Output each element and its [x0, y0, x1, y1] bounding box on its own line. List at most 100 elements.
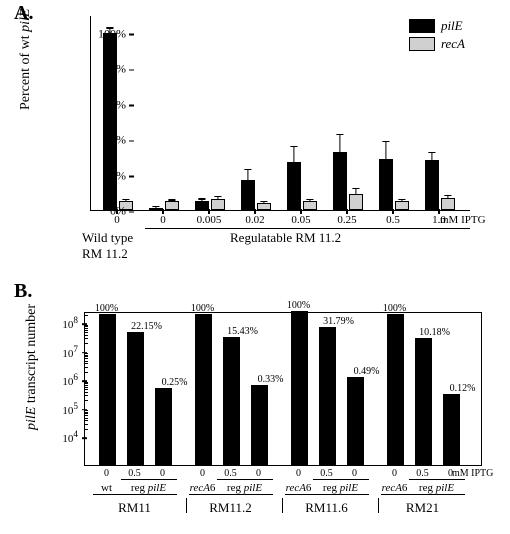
- xtick-b: 0: [352, 468, 357, 479]
- legend: pilE recA: [409, 18, 465, 54]
- pct-label: 10.18%: [419, 327, 450, 338]
- bar: [155, 388, 172, 465]
- xtick-b: 0.5: [416, 468, 429, 479]
- row2-reca: recA6: [190, 482, 216, 494]
- xtick-label: 1.0: [417, 214, 461, 226]
- bar: [291, 311, 308, 465]
- xtick-b: 0.5: [128, 468, 141, 479]
- pct-label: 0.25%: [162, 377, 188, 388]
- group-underline: [381, 494, 465, 495]
- group-separator: [186, 498, 187, 513]
- bar-pile: [103, 33, 117, 210]
- minor-tick: [84, 356, 88, 357]
- minor-tick: [84, 326, 88, 327]
- bar-reca: [441, 198, 455, 210]
- minor-tick: [84, 395, 88, 396]
- ytick: 106: [50, 373, 78, 389]
- group-separator: [282, 498, 283, 513]
- pct-label: 0.12%: [450, 383, 476, 394]
- xtick-label: 0.25: [325, 214, 369, 226]
- reg-underline: [409, 479, 465, 480]
- xtick-b: 0: [104, 468, 109, 479]
- minor-tick: [84, 387, 88, 388]
- minor-tick: [84, 363, 88, 364]
- bar: [387, 314, 404, 465]
- underline-reg: [145, 228, 470, 229]
- xtick-label: 0.05: [279, 214, 323, 226]
- reg-underline: [121, 479, 177, 480]
- bar-reca: [303, 201, 317, 210]
- pct-label: 100%: [95, 303, 118, 314]
- legend-swatch-reca: [409, 37, 435, 51]
- minor-tick: [84, 412, 88, 413]
- row2-wt: wt: [101, 482, 112, 494]
- bar: [99, 314, 116, 465]
- xtick-label: 0.02: [233, 214, 277, 226]
- legend-swatch-pile: [409, 19, 435, 33]
- bottom-label-reg: Regulatable RM 11.2: [230, 230, 341, 246]
- bar-reca: [165, 201, 179, 210]
- iptg-label-b: mM IPTG: [452, 468, 493, 479]
- bar: [319, 327, 336, 465]
- xtick-b: 0.5: [224, 468, 237, 479]
- bar-reca: [211, 199, 225, 210]
- bar: [443, 394, 460, 465]
- minor-tick: [84, 418, 88, 419]
- xtick-label: 0.005: [187, 214, 231, 226]
- ytick: 100%: [86, 26, 126, 41]
- ylabel-b-suffix: transcript number: [24, 304, 39, 407]
- ylabel-b-italic: pilE: [24, 407, 39, 430]
- minor-tick: [84, 400, 88, 401]
- minor-tick: [84, 413, 88, 414]
- xtick-b: 0: [448, 468, 453, 479]
- group-name: RM11: [118, 500, 151, 516]
- row2-reca: recA6: [382, 482, 408, 494]
- xtick-b: 0.5: [320, 468, 333, 479]
- group-underline: [93, 494, 177, 495]
- minor-tick: [84, 429, 88, 430]
- bar-pile: [425, 160, 439, 210]
- minor-tick: [84, 358, 88, 359]
- xtick-mark: [162, 209, 164, 214]
- xtick-mark: [254, 209, 256, 214]
- xtick-b: 0: [256, 468, 261, 479]
- ylabel-prefix: Percent of wt: [18, 32, 33, 110]
- ytick: 107: [50, 344, 78, 360]
- minor-tick: [84, 424, 88, 425]
- minor-tick: [84, 372, 88, 373]
- pct-label: 15.43%: [227, 326, 258, 337]
- minor-tick: [84, 420, 88, 421]
- row2-reca: recA6: [286, 482, 312, 494]
- panel-a: A. Percent of wt pilE pilE recA mM IPTG …: [0, 0, 510, 280]
- bar-pile: [333, 152, 347, 211]
- pct-label: 0.33%: [258, 374, 284, 385]
- xtick-label: 0: [141, 214, 185, 226]
- minor-tick: [84, 355, 88, 356]
- xtick-mark: [346, 209, 348, 214]
- bar: [195, 314, 212, 465]
- bar-reca: [257, 203, 271, 210]
- xtick-b: 0: [200, 468, 205, 479]
- panel-b-label: B.: [14, 280, 32, 303]
- bar-pile: [287, 162, 301, 210]
- panel-a-ylabel: Percent of wt pilE: [18, 9, 34, 111]
- minor-tick: [84, 315, 88, 316]
- group-separator: [378, 498, 379, 513]
- minor-tick: [84, 328, 88, 329]
- xtick-mark: [300, 209, 302, 214]
- legend-label-reca: recA: [441, 36, 465, 52]
- group-name: RM21: [406, 500, 439, 516]
- xtick-b: 0: [160, 468, 165, 479]
- bar-reca: [349, 194, 363, 210]
- pct-label: 0.49%: [354, 366, 380, 377]
- minor-tick: [84, 415, 88, 416]
- row2-reg: reg pilE: [323, 482, 358, 494]
- xtick-mark: [392, 209, 394, 214]
- group-name: RM11.2: [209, 500, 252, 516]
- ytick: 104: [50, 430, 78, 446]
- minor-tick: [84, 330, 88, 331]
- xtick-mark: [208, 209, 210, 214]
- row2-reg: reg pilE: [419, 482, 454, 494]
- minor-tick: [84, 392, 88, 393]
- pct-label: 100%: [191, 303, 214, 314]
